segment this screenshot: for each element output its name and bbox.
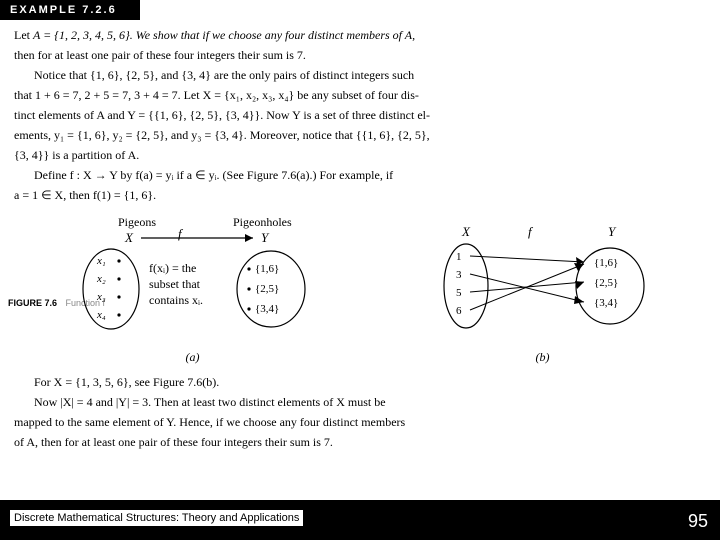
figA-Y: Y [261, 230, 270, 245]
figB-Y: Y [608, 224, 617, 239]
figB-6: 6 [456, 305, 462, 317]
figA-y1: {1,6} [255, 263, 279, 275]
p3b: a = 1 ∈ X, then f(1) = {1, 6}. [14, 186, 706, 204]
holes-label: Pigeonholes [233, 215, 292, 229]
p2e: {3, 4}} is a partition of A. [14, 146, 706, 164]
figA-x3: x₃ [96, 291, 106, 303]
example-header: EXAMPLE 7.2.6 [0, 0, 140, 20]
figA-left-ellipse [83, 249, 139, 329]
body-text-bottom: For X = {1, 3, 5, 6}, see Figure 7.6(b).… [0, 367, 720, 457]
figA-mid2: subset that [149, 277, 201, 291]
figure-b-svg: X Y f 1 3 5 6 {1,6} {2,5} {3,4} [428, 214, 658, 344]
footer-text: Discrete Mathematical Structures: Theory… [10, 510, 303, 526]
p4a: For X = {1, 3, 5, 6}, see Figure 7.6(b). [14, 373, 706, 391]
page-number: 95 [688, 511, 708, 532]
figure-a: Pigeons Pigeonholes X Y f x₁ x₂ x₃ x₄ {1… [63, 214, 323, 365]
pigeons-label: Pigeons [118, 215, 156, 229]
figB-1: 1 [456, 251, 462, 263]
figA-X: X [124, 230, 134, 245]
figB-X: X [461, 224, 471, 239]
figA-mid3: contains xᵢ. [149, 293, 203, 307]
p4b: Now |X| = 4 and |Y| = 3. Then at least t… [14, 393, 706, 411]
figA-f: f [178, 226, 184, 241]
figure-b: X Y f 1 3 5 6 {1,6} {2,5} {3,4} (b) [428, 214, 658, 365]
p2a: Notice that {1, 6}, {2, 5}, and {3, 4} a… [14, 66, 706, 84]
figA-x2: x₂ [96, 273, 106, 285]
figB-sub: (b) [428, 350, 658, 365]
p1c: then for at least one pair of these four… [14, 46, 706, 64]
figA-arrow-head [245, 234, 253, 242]
figA-mid1: f(xᵢ) = the [149, 261, 196, 275]
figA-y2: {2,5} [255, 283, 279, 295]
p3a: Define f : X → Y by f(a) = yᵢ if a ∈ yᵢ.… [14, 166, 706, 184]
p2c: tinct elements of A and Y = {{1, 6}, {2,… [14, 106, 706, 124]
figure-a-svg: Pigeons Pigeonholes X Y f x₁ x₂ x₃ x₄ {1… [63, 214, 323, 344]
figA-x1: x₁ [96, 255, 106, 267]
p2d: ements, y₁ = {1, 6}, y₂ = {2, 5}, and y₃… [14, 126, 706, 144]
p4d: of A, then for at least one pair of thes… [14, 433, 706, 451]
p4c: mapped to the same element of Y. Hence, … [14, 413, 706, 431]
figA-y3: {3,4} [255, 303, 279, 315]
edge-1-16 [470, 256, 584, 262]
figB-r2: {2,5} [594, 277, 618, 289]
body-text-top: Let A = {1, 2, 3, 4, 5, 6}. We show that… [0, 20, 720, 210]
figB-r1: {1,6} [594, 257, 618, 269]
figB-3: 3 [456, 269, 462, 281]
p2b: that 1 + 6 = 7, 2 + 5 = 7, 3 + 4 = 7. Le… [14, 86, 706, 104]
p1a: Let [14, 28, 33, 42]
p1b: A = {1, 2, 3, 4, 5, 6}. We show that if … [33, 28, 415, 42]
figA-sub: (a) [63, 350, 323, 365]
figA-x4: x₄ [96, 309, 106, 321]
figures-row: Pigeons Pigeonholes X Y f x₁ x₂ x₃ x₄ {1… [0, 210, 720, 367]
figB-f: f [528, 224, 534, 239]
figB-r3: {3,4} [594, 297, 618, 309]
figB-5: 5 [456, 287, 462, 299]
